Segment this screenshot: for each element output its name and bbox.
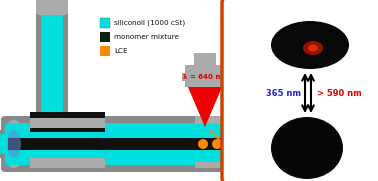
Text: siliconoil (1000 cSt): siliconoil (1000 cSt) bbox=[114, 20, 185, 26]
Bar bbox=[195, 162, 230, 168]
Ellipse shape bbox=[303, 41, 323, 55]
Bar bbox=[41, 0, 63, 122]
Polygon shape bbox=[188, 87, 222, 127]
Ellipse shape bbox=[271, 117, 343, 179]
Circle shape bbox=[114, 139, 124, 149]
Circle shape bbox=[128, 139, 138, 149]
Bar bbox=[30, 112, 105, 132]
FancyBboxPatch shape bbox=[1, 116, 234, 172]
Ellipse shape bbox=[308, 45, 318, 52]
Circle shape bbox=[184, 139, 194, 149]
Text: 365 nm: 365 nm bbox=[266, 89, 301, 98]
Bar bbox=[100, 32, 110, 42]
Ellipse shape bbox=[7, 130, 21, 158]
Bar bbox=[185, 65, 225, 87]
Ellipse shape bbox=[271, 21, 349, 69]
Bar bbox=[30, 118, 105, 128]
Bar bbox=[194, 53, 216, 98]
Bar bbox=[36, 0, 68, 122]
Bar bbox=[195, 116, 230, 124]
Circle shape bbox=[170, 139, 180, 149]
Text: monomer mixture: monomer mixture bbox=[114, 34, 179, 40]
Text: λ = 640 nm: λ = 640 nm bbox=[183, 74, 228, 80]
Text: LCE: LCE bbox=[114, 48, 128, 54]
Bar bbox=[100, 18, 110, 28]
Text: > 590 nm: > 590 nm bbox=[317, 89, 362, 98]
Bar bbox=[30, 158, 105, 168]
Circle shape bbox=[142, 139, 152, 149]
FancyBboxPatch shape bbox=[5, 123, 229, 165]
Circle shape bbox=[156, 139, 166, 149]
FancyBboxPatch shape bbox=[36, 0, 68, 15]
Circle shape bbox=[212, 139, 222, 149]
FancyBboxPatch shape bbox=[222, 0, 378, 181]
Bar bbox=[8, 138, 226, 150]
Circle shape bbox=[100, 139, 110, 149]
Bar bbox=[100, 46, 110, 56]
Circle shape bbox=[198, 139, 208, 149]
Ellipse shape bbox=[2, 120, 26, 168]
Bar bbox=[0, 130, 12, 158]
Bar bbox=[0, 134, 12, 154]
